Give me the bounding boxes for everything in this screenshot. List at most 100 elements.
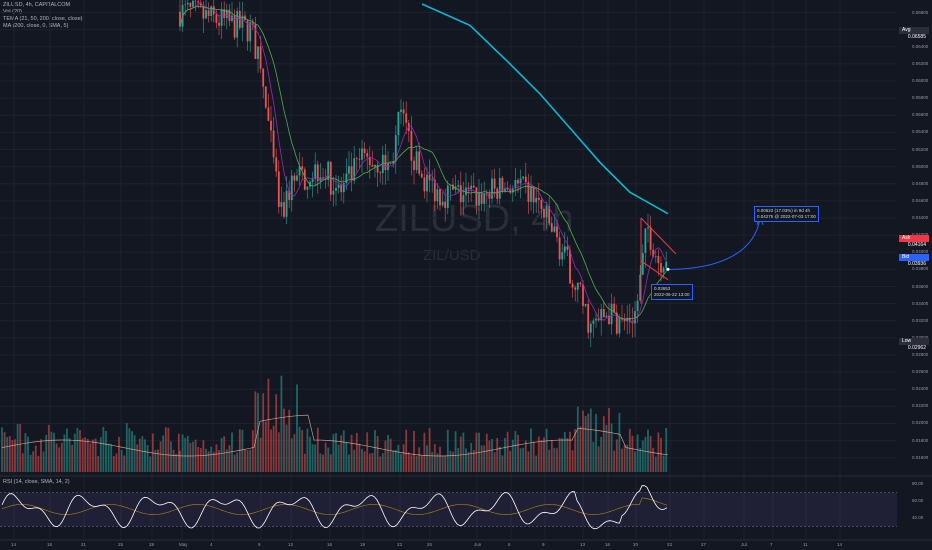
- measure-start-box[interactable]: 0.03653 2022-06-22 13:00: [651, 284, 693, 300]
- volume-bar: [527, 451, 530, 472]
- volume-bar: [306, 428, 309, 472]
- candle-body: [501, 177, 504, 192]
- time-axis-label: 19: [360, 542, 366, 547]
- time-axis-label: 4: [210, 542, 213, 547]
- price-scale-label: 0.04600: [912, 197, 929, 203]
- time-axis-label: Jul: [741, 542, 747, 547]
- volume-bar: [84, 437, 87, 472]
- volume-bar: [553, 447, 556, 472]
- rsi-indicator-label[interactable]: RSI (14, close, SMA, 14, 2): [3, 479, 70, 485]
- ask-price-tag: Ask 0.04164: [899, 234, 929, 248]
- volume-bar: [128, 428, 131, 472]
- candle-body: [186, 2, 189, 5]
- volume-bar: [267, 378, 270, 472]
- volume-bar: [192, 441, 194, 472]
- volume-bar: [535, 455, 538, 472]
- candle-body: [491, 178, 493, 199]
- measure-change: 0.00622 (17.03%) in 9d 4h: [757, 208, 811, 213]
- candle-body: [259, 46, 262, 69]
- candle-body: [262, 68, 265, 87]
- measure-stat-box[interactable]: 0.00622 (17.03%) in 9d 4h 0.04275 @ 2022…: [754, 206, 819, 222]
- candle-body: [602, 309, 605, 318]
- volume-bar: [631, 435, 634, 472]
- volume-bar: [262, 393, 265, 472]
- candle-body: [478, 192, 480, 206]
- volume-indicator-label[interactable]: Vol (20): [3, 9, 22, 15]
- candle-body: [415, 151, 418, 170]
- volume-bar: [322, 454, 324, 472]
- flag-pattern-lines: [640, 217, 677, 304]
- candle-body: [389, 163, 392, 164]
- rsi-line: [1, 485, 668, 530]
- candle-body: [582, 284, 584, 307]
- candle-body: [576, 282, 579, 290]
- candle-body: [277, 171, 280, 207]
- time-axis-label: 7: [770, 542, 773, 547]
- volume-bar: [389, 438, 392, 472]
- volume-bar: [251, 430, 254, 472]
- candle-body: [197, 1, 200, 3]
- price-scale-label: 0.05600: [912, 112, 929, 118]
- volume-bar: [511, 439, 514, 472]
- volume-bar: [402, 444, 405, 472]
- volume-bar: [540, 439, 543, 472]
- volume-bar: [350, 434, 353, 472]
- volume-bar: [76, 427, 79, 472]
- candle-body: [641, 253, 644, 275]
- volume-bar: [179, 450, 181, 472]
- volume-bar: [537, 436, 540, 472]
- candle-body: [207, 10, 210, 16]
- volume-bar: [345, 442, 348, 472]
- volume-bar: [3, 432, 6, 472]
- candle-body: [506, 188, 509, 190]
- volume-bar: [29, 454, 32, 472]
- volume-bar: [332, 434, 335, 472]
- volume-bar: [309, 436, 311, 472]
- ma200-line: [421, 3, 669, 215]
- volume-bar: [485, 433, 488, 472]
- candle-body: [314, 164, 317, 179]
- volume-bar: [368, 453, 371, 472]
- candle-body: [311, 178, 314, 182]
- candle-body: [535, 197, 538, 203]
- volume-bar: [231, 432, 233, 472]
- candle-body: [610, 303, 613, 325]
- price-scale-label: 0.04800: [912, 180, 929, 186]
- candle-body: [498, 177, 501, 199]
- volume-bar: [293, 434, 296, 472]
- volume-bar: [66, 428, 68, 472]
- ma-indicator-label[interactable]: MA (200, close, 0, SMA, 5): [3, 23, 69, 29]
- candle-body: [215, 14, 218, 23]
- volume-bar: [472, 450, 475, 472]
- candle-body: [524, 176, 527, 183]
- volume-bar: [400, 453, 402, 472]
- volume-bar: [205, 448, 207, 472]
- candle-body: [327, 161, 330, 181]
- volume-bar: [384, 440, 387, 472]
- symbol-line[interactable]: ZILUSD, 4h, CAPITALCOM: [3, 2, 71, 8]
- candle-body: [238, 10, 241, 28]
- candle-body: [621, 318, 623, 320]
- volume-bar: [14, 439, 16, 472]
- time-axis-label: 9: [258, 542, 261, 547]
- measure-target: 0.04275 @ 2022-07-03 17:00: [757, 214, 816, 219]
- volume-bar: [628, 428, 631, 472]
- volume-bar: [654, 456, 657, 472]
- volume-bar: [381, 453, 384, 472]
- candle-body: [202, 5, 205, 19]
- price-scale-label: 0.02800: [912, 351, 929, 357]
- volume-bar: [462, 432, 465, 472]
- volume-bar: [136, 444, 139, 472]
- volume-bar: [543, 437, 545, 472]
- tema-indicator-label[interactable]: TEMA (21, 50, 200, close, close): [3, 16, 83, 22]
- candle-body: [613, 303, 616, 313]
- volume-bar: [254, 391, 257, 472]
- candle-body: [556, 226, 558, 238]
- candle-body: [397, 112, 400, 136]
- volume-bar: [177, 433, 180, 472]
- volume-bar: [107, 443, 110, 472]
- candle-body: [462, 195, 465, 203]
- volume-bar: [660, 437, 662, 472]
- volume-bar: [566, 438, 569, 472]
